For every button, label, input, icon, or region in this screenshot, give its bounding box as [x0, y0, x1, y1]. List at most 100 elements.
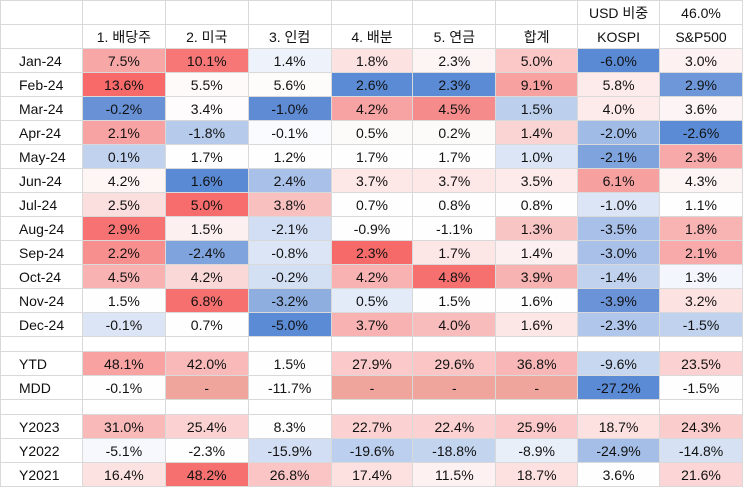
- value-cell[interactable]: 2.3%: [659, 144, 743, 169]
- value-cell[interactable]: 26.8%: [247, 462, 332, 487]
- value-cell[interactable]: -0.2%: [81, 96, 166, 121]
- cell-empty[interactable]: [330, 0, 414, 25]
- value-cell[interactable]: 1.6%: [164, 168, 249, 193]
- value-cell[interactable]: 7.5%: [81, 48, 166, 73]
- value-cell[interactable]: 36.8%: [495, 351, 579, 376]
- cell-empty[interactable]: [412, 0, 497, 25]
- cell-empty[interactable]: [0, 0, 83, 25]
- value-cell[interactable]: -27.2%: [577, 375, 661, 400]
- value-cell[interactable]: -24.9%: [577, 438, 661, 463]
- value-cell[interactable]: 1.8%: [659, 216, 743, 241]
- value-cell[interactable]: 5.8%: [577, 72, 661, 97]
- cell-empty[interactable]: [495, 399, 579, 415]
- value-cell[interactable]: 13.6%: [81, 72, 166, 97]
- cell-empty[interactable]: [577, 336, 661, 352]
- value-cell[interactable]: 0.1%: [81, 144, 166, 169]
- value-cell[interactable]: 0.2%: [412, 120, 497, 145]
- cell-empty[interactable]: [659, 336, 743, 352]
- value-cell[interactable]: 3.6%: [577, 462, 661, 487]
- value-cell[interactable]: 23.5%: [659, 351, 743, 376]
- value-cell[interactable]: -11.7%: [247, 375, 332, 400]
- row-label[interactable]: Sep-24: [0, 240, 83, 265]
- value-cell[interactable]: -0.1%: [81, 312, 166, 337]
- value-cell[interactable]: -2.6%: [659, 120, 743, 145]
- value-cell[interactable]: 5.0%: [164, 192, 249, 217]
- cell-empty[interactable]: [164, 336, 249, 352]
- value-cell[interactable]: 1.6%: [495, 312, 579, 337]
- row-label[interactable]: YTD: [0, 351, 83, 376]
- column-header[interactable]: 2. 미국: [164, 24, 249, 49]
- usd-weight-value[interactable]: 46.0%: [659, 0, 743, 25]
- value-cell[interactable]: -18.8%: [412, 438, 497, 463]
- value-cell[interactable]: 0.7%: [330, 192, 414, 217]
- value-cell[interactable]: 3.8%: [247, 192, 332, 217]
- value-cell[interactable]: -3.2%: [247, 288, 332, 313]
- value-cell[interactable]: 3.2%: [659, 288, 743, 313]
- value-cell[interactable]: 1.2%: [247, 144, 332, 169]
- value-cell[interactable]: 18.7%: [577, 414, 661, 439]
- value-cell[interactable]: 6.8%: [164, 288, 249, 313]
- value-cell[interactable]: 5.0%: [495, 48, 579, 73]
- value-cell[interactable]: -: [412, 375, 497, 400]
- value-cell[interactable]: 3.0%: [659, 48, 743, 73]
- value-cell[interactable]: -1.1%: [412, 216, 497, 241]
- value-cell[interactable]: 1.1%: [659, 192, 743, 217]
- cell-empty[interactable]: [247, 336, 332, 352]
- row-label[interactable]: Mar-24: [0, 96, 83, 121]
- value-cell[interactable]: 3.7%: [330, 168, 414, 193]
- value-cell[interactable]: 24.3%: [659, 414, 743, 439]
- row-label[interactable]: Apr-24: [0, 120, 83, 145]
- column-header[interactable]: 1. 배당주: [81, 24, 166, 49]
- row-label[interactable]: Jun-24: [0, 168, 83, 193]
- value-cell[interactable]: -14.8%: [659, 438, 743, 463]
- cell-empty[interactable]: [81, 0, 166, 25]
- value-cell[interactable]: -3.9%: [577, 288, 661, 313]
- value-cell[interactable]: 3.5%: [495, 168, 579, 193]
- value-cell[interactable]: 1.7%: [412, 240, 497, 265]
- value-cell[interactable]: 4.5%: [412, 96, 497, 121]
- value-cell[interactable]: 2.9%: [81, 216, 166, 241]
- value-cell[interactable]: 3.6%: [659, 96, 743, 121]
- cell-empty[interactable]: [495, 336, 579, 352]
- row-label[interactable]: Y2023: [0, 414, 83, 439]
- value-cell[interactable]: -2.3%: [577, 312, 661, 337]
- value-cell[interactable]: 1.5%: [247, 351, 332, 376]
- cell-empty[interactable]: [164, 0, 249, 25]
- cell-empty[interactable]: [577, 399, 661, 415]
- value-cell[interactable]: -1.8%: [164, 120, 249, 145]
- row-label[interactable]: Nov-24: [0, 288, 83, 313]
- value-cell[interactable]: -2.4%: [164, 240, 249, 265]
- value-cell[interactable]: 25.9%: [495, 414, 579, 439]
- cell-empty[interactable]: [81, 336, 166, 352]
- value-cell[interactable]: 2.6%: [330, 72, 414, 97]
- value-cell[interactable]: 1.6%: [495, 288, 579, 313]
- column-header[interactable]: S&P500: [659, 24, 743, 49]
- cell-empty[interactable]: [247, 399, 332, 415]
- value-cell[interactable]: 0.8%: [495, 192, 579, 217]
- cell-empty[interactable]: [495, 0, 579, 25]
- value-cell[interactable]: -3.5%: [577, 216, 661, 241]
- value-cell[interactable]: 1.7%: [330, 144, 414, 169]
- value-cell[interactable]: 25.4%: [164, 414, 249, 439]
- value-cell[interactable]: 4.2%: [164, 264, 249, 289]
- value-cell[interactable]: 48.1%: [81, 351, 166, 376]
- value-cell[interactable]: -2.1%: [247, 216, 332, 241]
- value-cell[interactable]: 0.8%: [412, 192, 497, 217]
- value-cell[interactable]: 18.7%: [495, 462, 579, 487]
- value-cell[interactable]: 2.3%: [412, 72, 497, 97]
- value-cell[interactable]: 2.9%: [659, 72, 743, 97]
- value-cell[interactable]: 4.3%: [659, 168, 743, 193]
- value-cell[interactable]: 31.0%: [81, 414, 166, 439]
- value-cell[interactable]: 3.7%: [412, 168, 497, 193]
- value-cell[interactable]: 1.3%: [659, 264, 743, 289]
- row-label[interactable]: Jan-24: [0, 48, 83, 73]
- value-cell[interactable]: -1.5%: [659, 375, 743, 400]
- value-cell[interactable]: -: [330, 375, 414, 400]
- value-cell[interactable]: -19.6%: [330, 438, 414, 463]
- cell-empty[interactable]: [81, 399, 166, 415]
- cell-empty[interactable]: [330, 336, 414, 352]
- value-cell[interactable]: 3.7%: [330, 312, 414, 337]
- value-cell[interactable]: 0.5%: [330, 120, 414, 145]
- value-cell[interactable]: 2.1%: [659, 240, 743, 265]
- value-cell[interactable]: 1.7%: [164, 144, 249, 169]
